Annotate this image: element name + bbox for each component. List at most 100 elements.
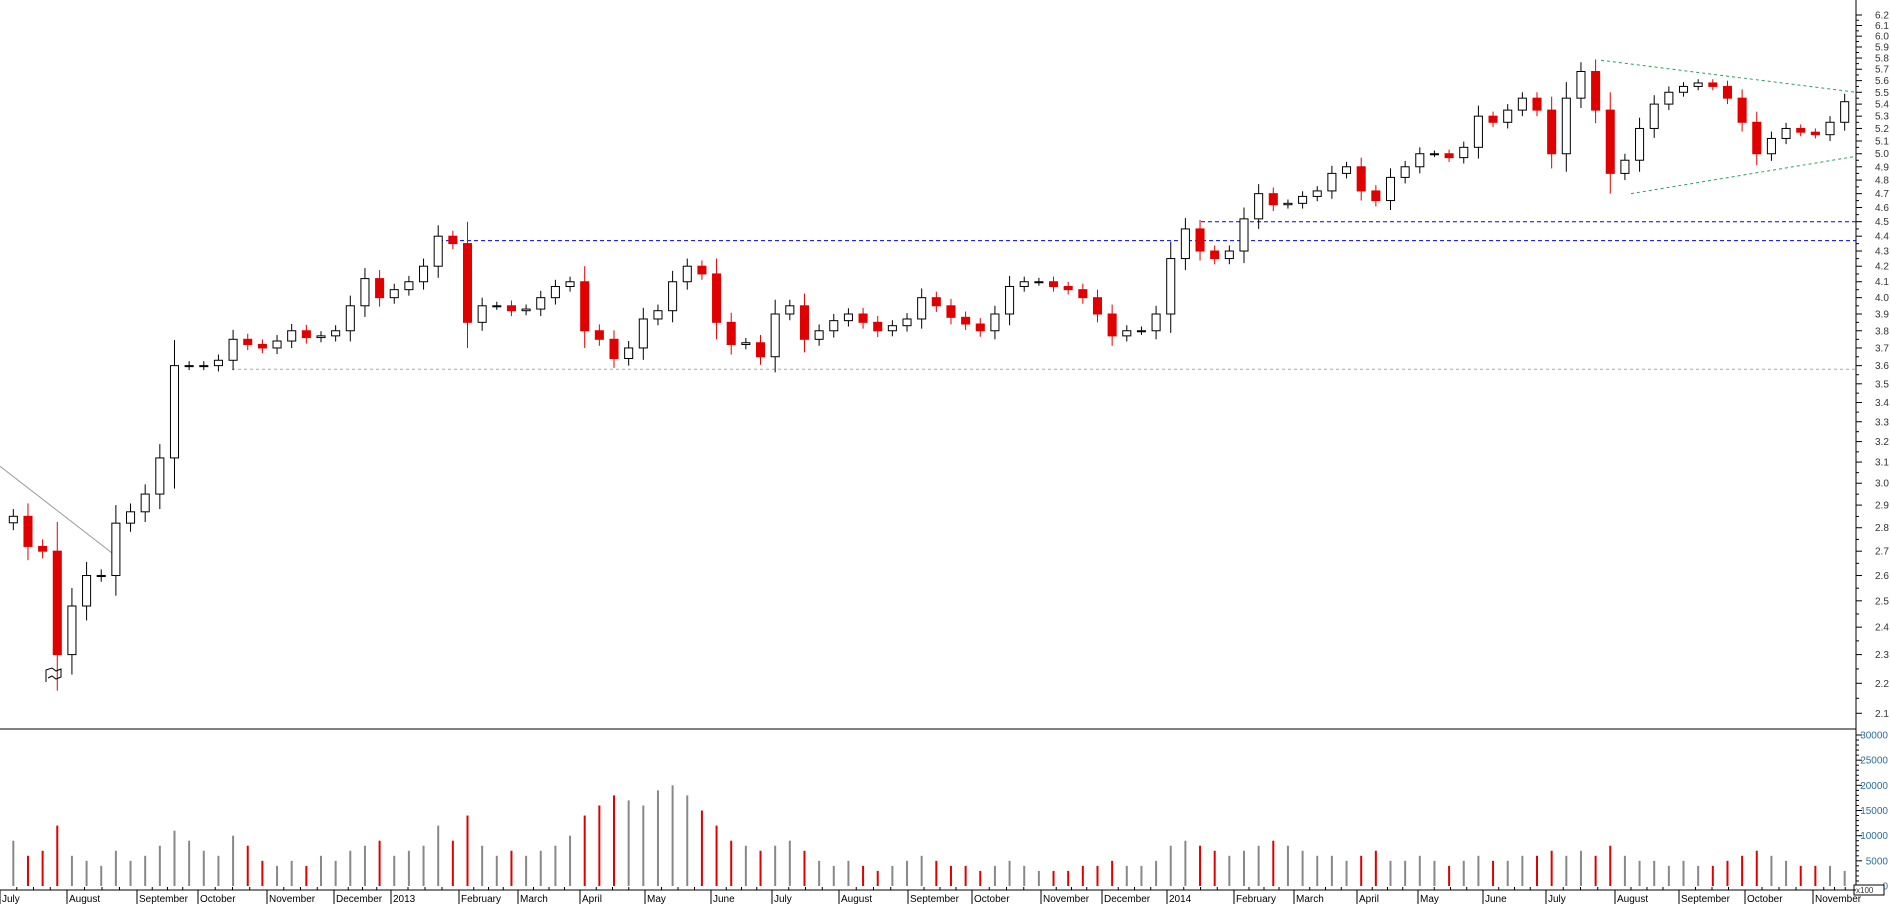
candle-body: [184, 365, 194, 368]
candle: [477, 297, 487, 331]
candle: [360, 268, 370, 317]
volume-bar: [1843, 870, 1846, 886]
volume-bar: [1785, 860, 1788, 886]
candle-body: [1840, 101, 1850, 123]
month-label: August: [841, 894, 872, 904]
price-tick-label: 6.1: [1875, 21, 1889, 32]
candle: [1488, 111, 1498, 127]
candle: [1517, 92, 1527, 117]
candle-body: [975, 323, 985, 332]
price-tick-label: 4.9: [1875, 162, 1889, 173]
month-label: June: [713, 894, 735, 904]
candle-body: [301, 330, 311, 339]
candle: [1708, 79, 1718, 91]
candle-body: [1561, 97, 1571, 155]
volume-bar: [539, 850, 542, 886]
candle: [169, 340, 180, 489]
candle-body: [1649, 103, 1659, 129]
volume-bar: [1125, 865, 1128, 886]
trendlines: [0, 59, 1857, 559]
month-label: November: [1815, 894, 1862, 904]
volume-bar: [481, 845, 484, 886]
candle-body: [8, 515, 18, 524]
candle: [1444, 149, 1454, 162]
candle: [506, 300, 516, 317]
candle: [345, 295, 355, 342]
candle: [1503, 104, 1513, 129]
candle-body: [199, 365, 209, 368]
price-tick-label: 3.3: [1875, 417, 1889, 428]
price-tick-label: 6.2: [1875, 11, 1889, 22]
candle: [38, 539, 48, 559]
candle-body: [257, 343, 267, 349]
volume-bar: [349, 850, 352, 886]
candle-body: [785, 305, 795, 315]
candle: [140, 484, 150, 522]
candle: [8, 509, 18, 531]
candle-body: [1385, 176, 1396, 202]
candle: [1825, 116, 1835, 141]
volume-bar: [759, 850, 762, 886]
volume-bar: [964, 865, 967, 886]
price-tick-label: 3.4: [1875, 398, 1889, 409]
candle: [1810, 128, 1820, 139]
volume-bar: [1008, 860, 1011, 886]
candle-body: [477, 305, 487, 323]
month-label: February: [1236, 894, 1276, 904]
volume-bar: [510, 850, 513, 886]
candle-body: [858, 313, 868, 323]
volume-bar: [1199, 845, 1202, 886]
candle: [814, 324, 824, 346]
volume-bar: [1037, 870, 1040, 886]
month-label: June: [1485, 894, 1507, 904]
candle: [843, 308, 853, 327]
candle: [1063, 281, 1073, 295]
month-label: July: [774, 894, 792, 904]
volume-bar: [451, 840, 454, 886]
date-axis: July August September October November Decemb…: [0, 887, 1862, 904]
candle-body: [1532, 97, 1542, 111]
volume-tick-label: 30000: [1860, 731, 1888, 742]
candle: [799, 293, 809, 353]
month-label: July: [2, 894, 20, 904]
volume-bar: [1550, 850, 1553, 886]
month-label: March: [520, 894, 548, 904]
candle-body: [594, 330, 604, 340]
volume-axis: 0 5000 10000 15000 20000 25000 30000 x100: [1853, 731, 1888, 896]
volume-bar: [1242, 850, 1245, 886]
volume-bar: [1111, 860, 1114, 886]
candle-body: [1547, 109, 1557, 155]
candle-body: [712, 273, 722, 323]
candle: [404, 275, 414, 296]
volume-bar: [246, 845, 249, 886]
volume-bar: [583, 815, 586, 886]
candle-body: [799, 305, 809, 340]
volume-bar: [261, 860, 264, 886]
candle: [770, 299, 780, 373]
month-label: April: [1359, 894, 1379, 904]
volume-bar: [422, 845, 425, 886]
candle: [668, 270, 678, 323]
price-tick-label: 4.4: [1875, 232, 1889, 243]
candle: [199, 361, 209, 371]
volume-bar: [85, 860, 88, 886]
candle-body: [1136, 330, 1146, 333]
volume-bar: [1462, 860, 1465, 886]
price-tick-label: 3.9: [1875, 310, 1889, 321]
volume-bar: [803, 850, 806, 886]
candle: [1283, 199, 1293, 209]
candle: [1722, 80, 1732, 105]
candles: [8, 59, 1850, 691]
volume-bar: [173, 830, 176, 886]
month-label: 2013: [393, 894, 416, 904]
candle: [1429, 150, 1439, 157]
price-tick-label: 2.3: [1875, 650, 1889, 661]
candle-body: [1327, 172, 1337, 192]
month-label: October: [200, 894, 236, 904]
candle-body: [1049, 281, 1059, 287]
candle-body: [1254, 193, 1264, 220]
month-label: April: [582, 894, 602, 904]
volume-bar: [1829, 865, 1832, 886]
volume-bar: [144, 855, 147, 886]
